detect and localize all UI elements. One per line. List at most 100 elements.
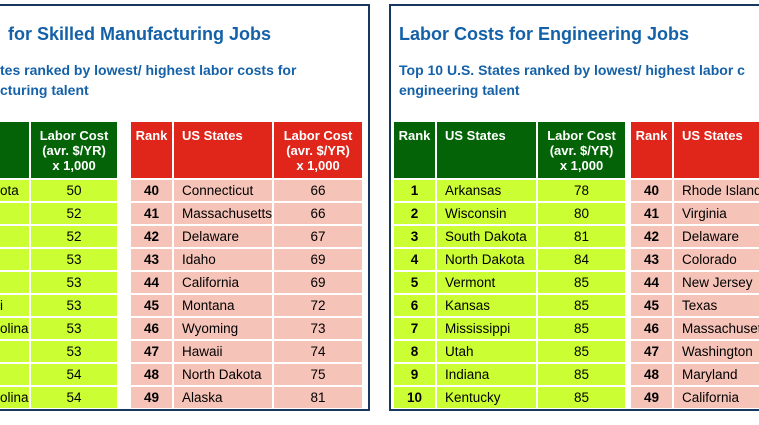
state-cell: Indiana [437,364,538,385]
rank-cell: 8 [394,341,437,362]
state-cell: Wyoming [174,318,274,339]
rank-header-cell: Rank [631,122,674,178]
rank-cell: 42 [131,226,174,247]
cost-cell: 81 [310,390,326,405]
table-row: i 53 [0,293,117,316]
rank-cell: 44 [631,272,674,293]
state-cell: Montana [174,295,274,316]
rank-cell: 43 [131,249,174,270]
cost-cell: 85 [573,390,590,405]
cost-cell: 50 [66,183,82,198]
rank-cell: 2 [394,203,437,224]
cost-cell: 54 [66,390,82,405]
subtitle-engineering: Top 10 U.S. States ranked by lowest/ hig… [399,60,745,100]
cost-header-cell: Labor Cost (avr. $/YR) x 1,000 [283,128,353,173]
cost-cell: 85 [573,367,590,382]
table-row: 41 Massachusetts 66 [131,201,362,224]
state-cell: Massachusett [682,321,759,336]
state-cell: Alaska [174,387,274,408]
table-row: 53 [0,270,117,293]
state-cell: North Dakota [174,364,274,385]
table-row: 48 North Dakota 75 [131,362,362,385]
rank-cell: 47 [131,341,174,362]
table-row: 43 Idaho 69 [131,247,362,270]
table-header-row: Rank US States Labor Cost (avr. $/YR) x … [394,122,625,178]
table-header-row: Rank US States Labor Cost (avr. $/YR) x … [131,122,362,178]
table-row: 43 Colorado [631,247,759,270]
cost-cell: 53 [66,275,82,290]
cost-cell: 69 [310,252,326,267]
cost-cell: 73 [310,321,326,336]
rank-cell: 9 [394,364,437,385]
table-row: olina 54 [0,385,117,408]
table-row: 53 [0,247,117,270]
state-cell [0,226,31,247]
state-cell: olina [0,387,31,408]
table-row: 9 Indiana 85 [394,362,625,385]
table-row: 40 Rhode Island [631,178,759,201]
table-header-row: Labor Cost (avr. $/YR) x 1,000 [0,122,117,178]
rank-cell: 46 [631,318,674,339]
cost-cell: 52 [66,206,82,221]
cost-cell: 69 [310,275,326,290]
table-row: 45 Texas [631,293,759,316]
cost-cell: 53 [66,344,82,359]
rank-cell: 47 [631,341,674,362]
table-row: 45 Montana 72 [131,293,362,316]
rank-cell: 42 [631,226,674,247]
rank-cell: 48 [131,364,174,385]
rank-cell: 10 [394,387,437,408]
state-cell: Wisconsin [437,203,538,224]
cost-cell: 72 [310,298,326,313]
cost-cell: 85 [573,321,590,336]
rank-cell: 46 [131,318,174,339]
rank-cell: 43 [631,249,674,270]
table-row: 48 Maryland [631,362,759,385]
state-cell: South Dakota [437,226,538,247]
state-cell: Washington [682,344,753,359]
subtitle-manufacturing: tes ranked by lowest/ highest labor cost… [0,60,296,100]
table-row: 47 Washington [631,339,759,362]
state-cell [0,203,31,224]
rank-cell: 6 [394,295,437,316]
state-cell: i [0,295,31,316]
state-cell: Virginia [682,206,727,221]
table-row: 44 New Jersey [631,270,759,293]
state-cell: olina [0,318,31,339]
rank-cell: 44 [131,272,174,293]
state-cell: Vermont [437,272,538,293]
rank-cell: 45 [631,295,674,316]
table-row: 2 Wisconsin 80 [394,201,625,224]
table-row: 10 Kentucky 85 [394,385,625,408]
state-cell: Colorado [682,252,737,267]
page-title-manufacturing: for Skilled Manufacturing Jobs [8,24,272,44]
cost-cell: 81 [573,229,590,244]
rank-cell: 48 [631,364,674,385]
cost-cell: 74 [310,344,326,359]
rank-cell: 41 [631,203,674,224]
table-highest-engineering: Rank US States 40 Rhode Island 41 Virginia… [631,122,759,408]
rank-cell: 5 [394,272,437,293]
cost-cell: 52 [66,229,82,244]
cost-header-cell: Labor Cost (avr. $/YR) x 1,000 [547,128,616,173]
states-header-cell: US States [437,122,538,178]
state-cell: Massachusetts [174,203,274,224]
rank-header-cell: Rank [394,122,437,178]
table-row: 41 Virginia [631,201,759,224]
table-lowest-engineering: Rank US States Labor Cost (avr. $/YR) x … [394,122,625,408]
table-row: 52 [0,201,117,224]
table-row: 44 California 69 [131,270,362,293]
subtitle-line: cturing talent [0,82,89,98]
rank-cell: 4 [394,249,437,270]
table-row: 42 Delaware [631,224,759,247]
rank-cell: 40 [131,180,174,201]
cost-cell: 53 [66,252,82,267]
table-row: 52 [0,224,117,247]
cost-cell: 84 [573,252,590,267]
state-cell: New Jersey [682,275,753,290]
table-lowest-manufacturing: Labor Cost (avr. $/YR) x 1,000 ota 50 52 … [0,122,117,408]
cost-cell: 78 [573,183,590,198]
page-title-engineering: Labor Costs for Engineering Jobs [399,24,690,44]
state-cell [0,364,31,385]
table-row: 53 [0,339,117,362]
